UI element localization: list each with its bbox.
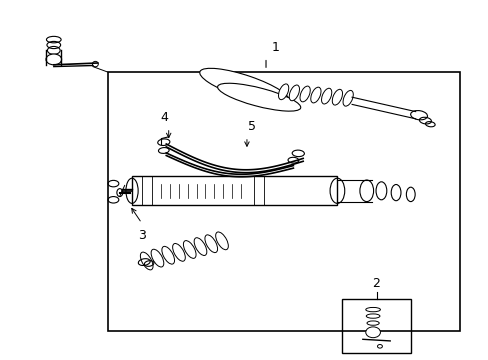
Bar (132, 176, 337, 205)
Bar (107, 72, 459, 331)
Text: 3: 3 (138, 229, 145, 242)
Ellipse shape (140, 252, 153, 270)
Ellipse shape (289, 85, 299, 101)
Ellipse shape (162, 246, 174, 264)
Ellipse shape (321, 88, 331, 104)
Ellipse shape (199, 68, 289, 104)
Text: 4: 4 (160, 111, 167, 124)
Ellipse shape (332, 89, 342, 105)
Ellipse shape (343, 90, 352, 106)
Text: 5: 5 (247, 120, 255, 133)
Ellipse shape (46, 54, 61, 65)
Ellipse shape (278, 84, 288, 100)
Ellipse shape (215, 232, 228, 250)
Ellipse shape (365, 327, 380, 338)
Text: 1: 1 (271, 41, 279, 54)
Ellipse shape (217, 83, 300, 111)
Ellipse shape (300, 86, 309, 102)
Ellipse shape (172, 243, 185, 261)
Ellipse shape (183, 240, 196, 258)
Ellipse shape (204, 235, 217, 253)
Bar (342, 299, 410, 353)
Text: 2: 2 (372, 277, 380, 290)
Ellipse shape (310, 87, 320, 103)
Ellipse shape (194, 238, 206, 256)
Ellipse shape (151, 249, 163, 267)
